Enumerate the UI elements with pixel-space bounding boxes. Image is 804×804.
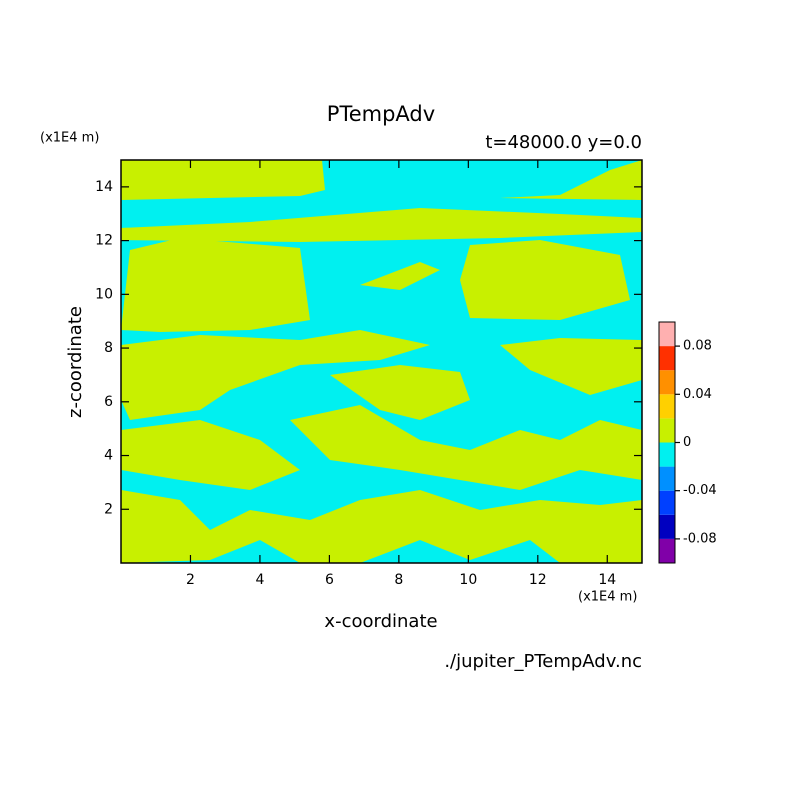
colorbar-tick-label: 0 [683, 435, 691, 450]
plot-frame [120, 159, 643, 564]
colorbar-segment [659, 418, 675, 443]
x-tick-label: 8 [394, 572, 403, 588]
x-tick-label: 2 [186, 572, 195, 588]
colorbar-tick-label: -0.08 [683, 531, 717, 546]
contour-field [121, 160, 642, 563]
x-tick-label: 10 [459, 572, 477, 588]
colorbar-tick-label: -0.04 [683, 483, 717, 498]
y-tick-label: 6 [104, 394, 113, 410]
x-tick-label: 6 [325, 572, 334, 588]
y-tick-label: 10 [95, 286, 113, 302]
x-tick-label: 12 [529, 572, 547, 588]
y-axis-label: z-coordinate [65, 306, 86, 418]
colorbar-segment [659, 346, 675, 371]
x-tick-label: 4 [255, 572, 264, 588]
colorbar-segment [659, 490, 675, 515]
chart-title: PTempAdv [327, 102, 435, 126]
colorbar-segment [659, 442, 675, 467]
colorbar-tick-label: 0.08 [683, 339, 712, 354]
x-tick-label: 14 [598, 572, 616, 588]
x-unit: (x1E4 m) [578, 590, 637, 605]
colorbar-segment [659, 466, 675, 491]
chart-subtitle: t=48000.0 y=0.0 [485, 132, 642, 153]
y-tick-label: 12 [95, 233, 113, 249]
colorbar-segment [659, 514, 675, 539]
colorbar-segment [659, 370, 675, 395]
colorbar-segment [659, 394, 675, 419]
y-tick-label: 8 [104, 340, 113, 356]
y-tick-label: 4 [104, 448, 113, 464]
colorbar-tick-label: 0.04 [683, 387, 712, 402]
colorbar-segment [659, 538, 675, 563]
y-tick-label: 2 [104, 501, 113, 517]
contour-region [121, 160, 642, 563]
y-unit: (x1E4 m) [40, 131, 99, 146]
source-file: ./jupiter_PTempAdv.nc [444, 651, 642, 672]
y-tick-label: 14 [95, 179, 113, 195]
colorbar-segment [659, 322, 675, 347]
colorbar-frame [658, 321, 676, 564]
x-axis-label: x-coordinate [324, 611, 437, 632]
